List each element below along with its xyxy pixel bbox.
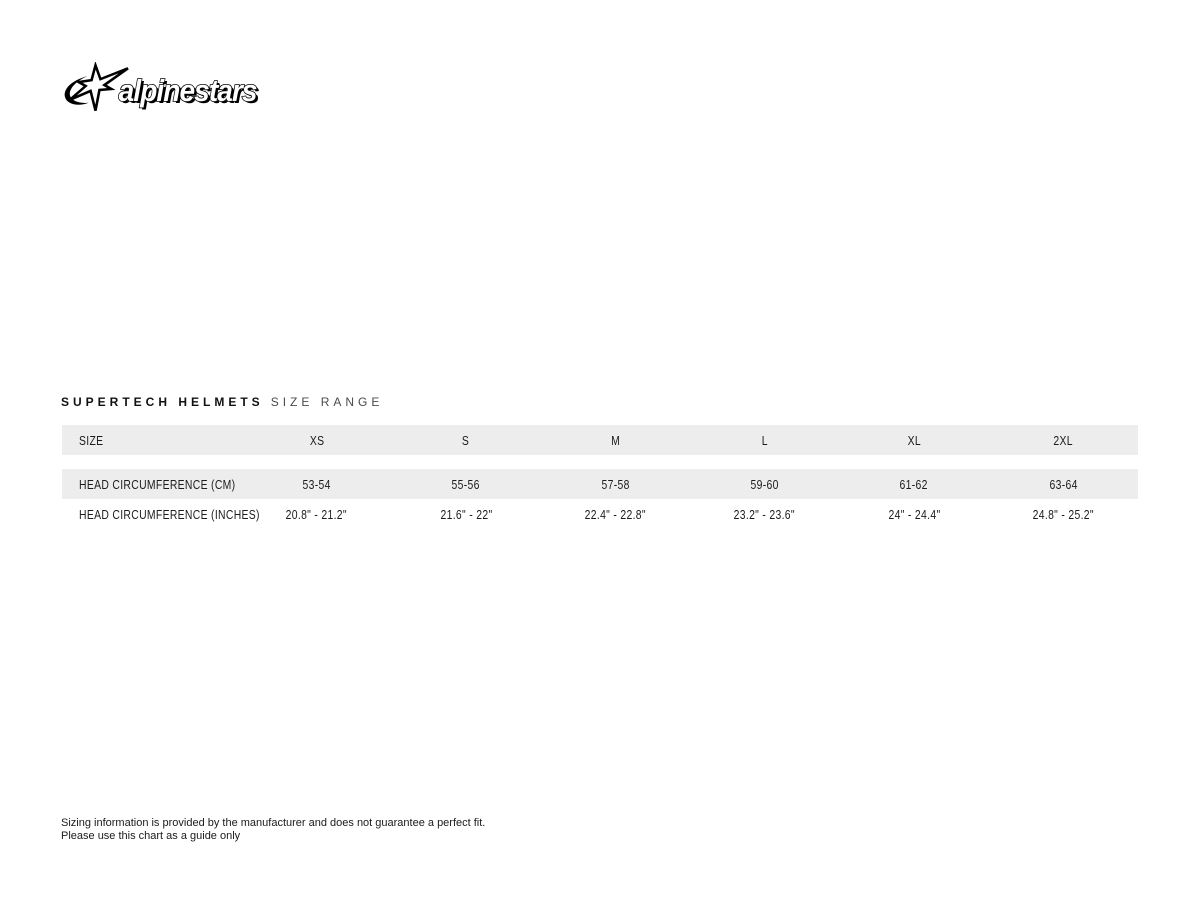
cm-value-l: 59-60 (750, 476, 779, 492)
title-product-name: SUPERTECH HELMETS (61, 395, 264, 409)
disclaimer-line-1: Sizing information is provided by the ma… (61, 817, 486, 829)
disclaimer-line-2: Please use this chart as a guide only (61, 830, 241, 842)
header-cell-2xl: 2XL (1053, 432, 1074, 448)
cm-value-m: 57-58 (601, 476, 630, 492)
cm-value-2xl: 63-64 (1049, 476, 1078, 492)
table-row-head-circumference-inches: HEAD CIRCUMFERENCE (INCHES) 20.8" - 21.2… (62, 499, 1138, 529)
table-row-head-circumference-cm: HEAD CIRCUMFERENCE (CM) 53-54 55-56 57-5… (62, 469, 1138, 499)
size-chart-title: SUPERTECH HELMETS SIZE RANGE (61, 395, 383, 409)
table-header-row: SIZE XS S M L XL 2XL (62, 425, 1138, 455)
inches-value-xs: 20.8" - 21.2" (286, 506, 348, 522)
header-cell-s: S (462, 432, 470, 448)
header-cell-xs: XS (309, 432, 324, 448)
alpinestars-star-icon (64, 62, 129, 111)
header-cell-l: L (761, 432, 768, 448)
alpinestars-logo: alpinestars alpinestars (62, 62, 264, 114)
cm-value-s: 55-56 (451, 476, 481, 492)
inches-value-s: 21.6" - 22" (440, 506, 492, 522)
header-cell-m: M (610, 432, 620, 448)
cm-value-xl: 61-62 (899, 476, 929, 492)
alpinestars-wordmark-shadow: alpinestars (121, 76, 259, 110)
inches-value-2xl: 24.8" - 25.2" (1032, 506, 1094, 522)
size-chart-table: SIZE XS S M L XL 2XL HEAD CIRCUMFERENCE … (62, 425, 1138, 529)
inches-value-l: 23.2" - 23.6" (734, 506, 796, 522)
row-label-cm: HEAD CIRCUMFERENCE (CM) (79, 476, 236, 492)
cm-value-xs: 53-54 (302, 476, 331, 492)
header-cell-xl: XL (907, 432, 921, 448)
title-suffix: SIZE RANGE (270, 395, 384, 409)
inches-value-m: 22.4" - 22.8" (584, 506, 646, 522)
alpinestars-logo-graphic: alpinestars alpinestars (64, 62, 260, 111)
alpinestars-wordmark: alpinestars (119, 74, 257, 108)
row-label-inches: HEAD CIRCUMFERENCE (INCHES) (79, 506, 260, 522)
inches-value-xl: 24" - 24.4" (887, 506, 940, 522)
sizing-disclaimer: Sizing information is provided by the ma… (61, 817, 485, 843)
header-cell-size: SIZE (79, 432, 104, 448)
